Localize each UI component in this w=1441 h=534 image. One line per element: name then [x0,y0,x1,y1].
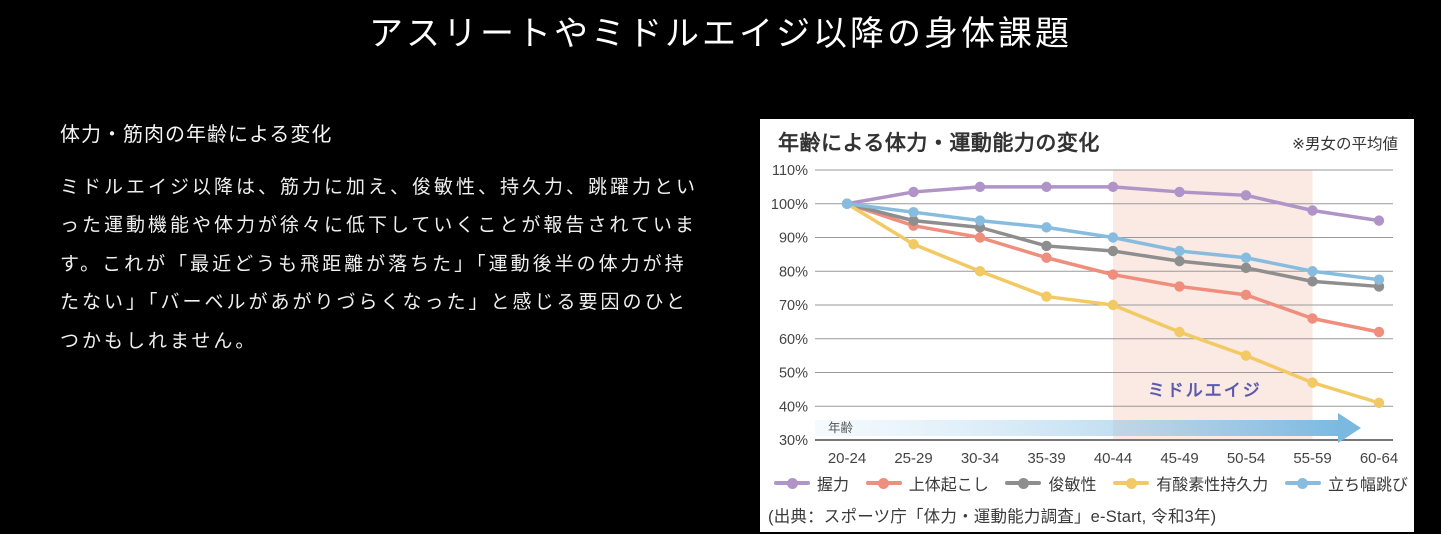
intro-section: 体力・筋肉の年齢による変化 ミドルエイジ以降は、筋力に加え、俊敏性、持久力、跳躍… [60,118,732,361]
data-point [1373,397,1385,409]
data-point [974,232,986,243]
data-point [1307,313,1318,324]
data-point [974,266,986,277]
data-point [974,215,986,226]
legend-dot-icon [1017,477,1029,489]
x-tick-label: 40-44 [1094,450,1132,467]
data-point [1041,291,1052,302]
data-point [908,186,919,198]
age-arrow-head-icon [1338,413,1361,443]
data-point [1174,245,1185,257]
chart-title: 年齢による体力・運動能力の変化 [778,132,1100,155]
x-tick-label: 55-59 [1293,450,1331,467]
data-point [1240,262,1252,274]
legend-item: 握力 [774,471,849,495]
data-point [974,181,986,193]
x-tick-label: 50-54 [1227,450,1265,467]
y-tick-label: 80% [779,264,808,280]
y-tick-label: 90% [779,231,808,247]
data-point [1107,299,1119,311]
data-point [1373,326,1385,338]
x-tick-label: 20-24 [828,450,866,467]
intro-heading: 体力・筋肉の年齢による変化 [60,124,333,146]
data-point [908,206,919,218]
legend-item: 俊敏性 [1005,471,1096,495]
legend-label: 俊敏性 [1048,477,1097,494]
legend-label: 握力 [817,477,850,494]
data-point [1041,181,1052,193]
chart-panel: 年齢による体力・運動能力の変化 ※男女の平均値 110% 100% 90% 80% 70… [760,119,1414,532]
data-point [1107,245,1119,257]
data-point [1174,326,1185,338]
legend-label: 有酸素性持久力 [1156,477,1269,494]
legend-dot-icon [786,477,798,489]
data-point [1041,240,1052,252]
data-point [1307,266,1318,277]
data-point [1174,281,1185,292]
legend-item: 上体起こし [865,471,989,495]
x-tick-label: 60-64 [1360,450,1398,467]
legend-marker-icon [774,477,810,489]
legend-item: 有酸素性持久力 [1113,471,1268,495]
legend-item: 立ち幅跳び [1284,471,1408,495]
y-tick-label: 60% [779,332,808,348]
age-arrow-label: 年齢 [828,420,854,435]
data-point [1107,232,1119,243]
y-tick-label: 70% [779,298,808,314]
age-arrow-body [815,420,1338,436]
x-tick-label: 25-29 [894,450,932,467]
chart-legend: 握力 上体起こし 俊敏性 有酸素性持久力 立ち幅跳び [774,471,1408,495]
y-tick-label: 100% [771,197,808,213]
data-point [1307,276,1318,287]
legend-dot-icon [878,477,890,489]
data-point [841,198,853,209]
data-point [1240,289,1252,301]
data-point [1373,274,1385,285]
chart-note: ※男女の平均値 [1292,136,1398,153]
legend-label: 立ち幅跳び [1327,477,1408,494]
legend-dot-icon [1125,477,1137,489]
x-tick-label: 30-34 [961,450,999,467]
y-tick-label: 40% [779,399,808,415]
legend-label: 上体起こし [908,477,989,494]
data-point [1373,215,1385,226]
legend-marker-icon [1113,477,1150,489]
data-point [1041,252,1052,263]
x-tick-label: 45-49 [1160,450,1198,467]
data-point [1174,186,1185,198]
page-title: アスリートやミドルエイジ以降の身体課題 [369,16,1072,53]
y-tick-label: 110% [772,163,808,179]
legend-marker-icon [865,477,902,489]
data-point [1107,269,1119,280]
legend-dot-icon [1297,477,1309,489]
legend-marker-icon [1284,477,1321,489]
data-point [908,239,919,250]
y-tick-label: 30% [779,433,808,449]
legend-marker-icon [1005,477,1042,489]
data-point [1240,350,1252,361]
data-point [1307,377,1318,388]
chart-source: (出典：スポーツ庁「体力・運動能力調査」e-Start, 令和3年) [768,508,1217,526]
y-tick-label: 50% [779,366,808,382]
intro-paragraph: ミドルエイジ以降は、筋力に加え、俊敏性、持久力、跳躍力とい った運動機能や体力が… [60,177,699,352]
data-point [1240,252,1252,263]
data-point [1107,181,1119,193]
data-point [908,215,919,226]
data-point [1041,222,1052,233]
highlight-band-label: ミドルエイジ [1148,381,1262,400]
data-point [1174,255,1185,267]
x-tick-label: 35-39 [1027,450,1065,467]
data-point [1240,190,1252,201]
line-chart: 110% 100% 90% 80% 70% 60% 50% 40% 30% 年齢 ミドルエイジ 20-… [771,163,1398,467]
data-point [1307,205,1318,216]
